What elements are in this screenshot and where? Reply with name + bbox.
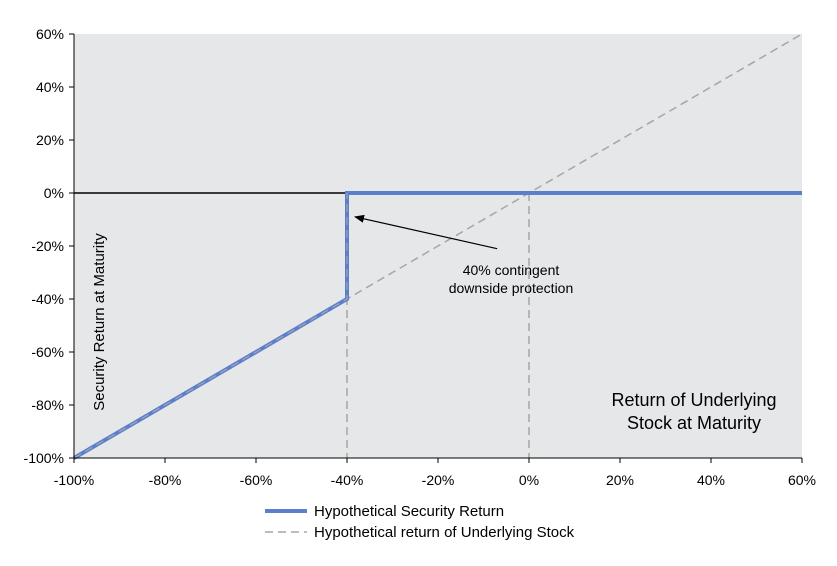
legend-label-underlying-stock: Hypothetical return of Underlying Stock [314,524,575,541]
series-security-dashed-overlay [73,193,348,459]
y-tick-label: 20% [36,132,64,148]
x-tick-label: 0% [519,472,539,488]
x-tick-label: -60% [240,472,273,488]
y-tick-label: -20% [31,238,64,254]
x-tick-label: -100% [54,472,94,488]
x-tick-label: 40% [697,472,725,488]
y-axis-title: Security Return at Maturity [91,233,108,411]
annotation-text-line: downside protection [449,280,574,296]
y-tick-label: 60% [36,26,64,42]
annotation-arrow [354,214,498,250]
y-tick-label: 40% [36,79,64,95]
y-tick-label: -60% [31,344,64,360]
x-tick-label: -20% [422,472,455,488]
x-axis-title-line: Stock at Maturity [627,413,761,433]
annotation-text-line: 40% contingent [463,262,560,278]
x-tick-label: -40% [331,472,364,488]
y-tick-label: -100% [24,450,64,466]
y-tick-label: 0% [44,185,64,201]
x-tick-label: -80% [149,472,182,488]
legend-label-security-return: Hypothetical Security Return [314,503,504,520]
y-tick-label: -80% [31,397,64,413]
x-tick-label: 60% [788,472,816,488]
x-tick-label: 20% [606,472,634,488]
x-axis-title-line: Return of Underlying [611,390,776,410]
y-tick-label: -40% [31,291,64,307]
series-underlying-stock-line [73,33,803,459]
